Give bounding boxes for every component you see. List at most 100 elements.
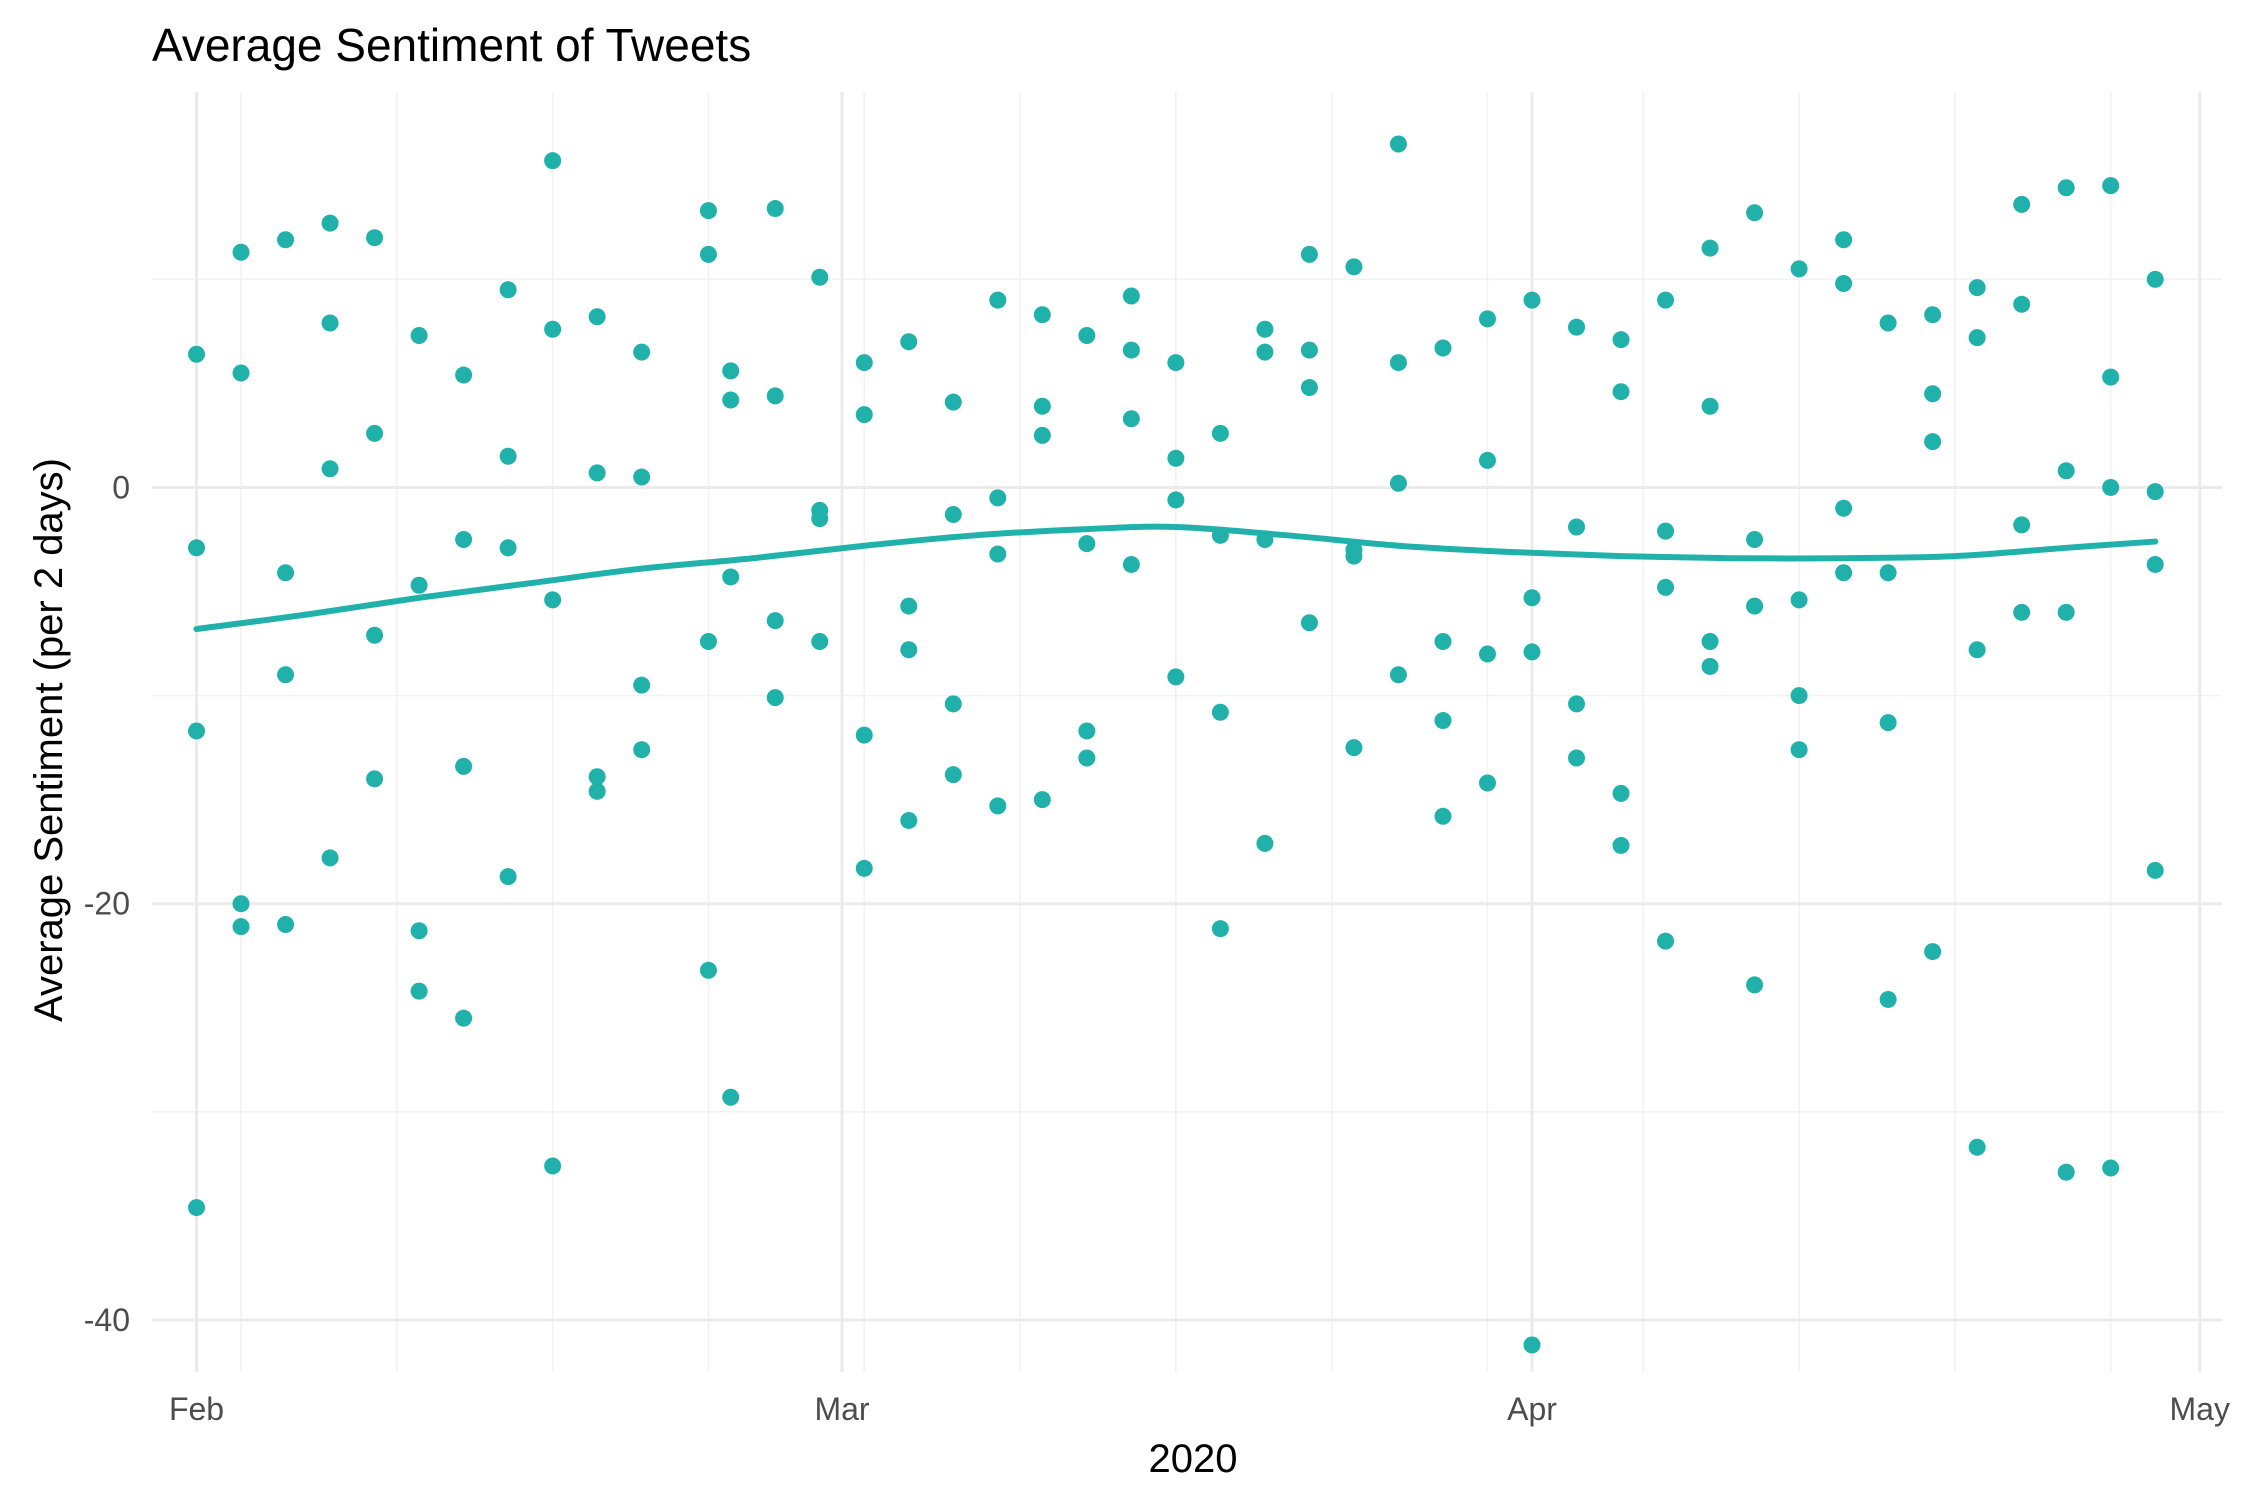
data-point bbox=[1924, 385, 1942, 403]
data-point bbox=[2013, 603, 2031, 621]
data-point bbox=[455, 530, 473, 548]
data-point bbox=[588, 308, 606, 326]
data-point bbox=[1568, 749, 1586, 767]
data-point bbox=[1968, 329, 1986, 347]
data-point bbox=[1033, 791, 1051, 809]
data-point bbox=[544, 320, 562, 338]
data-point bbox=[989, 291, 1007, 309]
data-point bbox=[699, 632, 717, 650]
data-point bbox=[588, 464, 606, 482]
data-point bbox=[588, 768, 606, 786]
data-point bbox=[366, 229, 384, 247]
data-point bbox=[1078, 327, 1096, 345]
data-point bbox=[699, 961, 717, 979]
data-point bbox=[900, 597, 918, 615]
data-point bbox=[366, 770, 384, 788]
data-point bbox=[1078, 749, 1096, 767]
data-point bbox=[1300, 614, 1318, 632]
data-point bbox=[944, 393, 962, 411]
x-tick-label: Feb bbox=[169, 1391, 224, 1427]
data-point bbox=[2102, 478, 2120, 496]
data-point bbox=[722, 391, 740, 409]
data-point bbox=[722, 568, 740, 586]
data-point bbox=[188, 539, 206, 557]
data-point bbox=[1434, 807, 1452, 825]
grid-minor bbox=[152, 92, 2222, 1372]
data-point bbox=[544, 1157, 562, 1175]
data-point bbox=[811, 632, 829, 650]
data-point bbox=[1835, 274, 1853, 292]
data-point bbox=[1256, 343, 1274, 361]
data-point bbox=[232, 918, 250, 936]
data-point bbox=[2057, 179, 2075, 197]
y-tick-label: 0 bbox=[112, 469, 130, 505]
data-point bbox=[766, 200, 784, 218]
data-point bbox=[1612, 383, 1630, 401]
data-point bbox=[2146, 270, 2164, 288]
data-point bbox=[699, 202, 717, 220]
data-point bbox=[2057, 462, 2075, 480]
data-point bbox=[1701, 397, 1719, 415]
data-point bbox=[1968, 641, 1986, 659]
grid-major bbox=[152, 92, 2222, 1372]
data-point bbox=[1746, 530, 1764, 548]
data-point bbox=[1345, 547, 1363, 565]
data-point bbox=[1345, 258, 1363, 276]
smooth-line bbox=[193, 523, 2159, 632]
data-point bbox=[2013, 195, 2031, 213]
data-point bbox=[989, 489, 1007, 507]
data-point bbox=[1122, 341, 1140, 359]
data-point bbox=[900, 811, 918, 829]
data-point bbox=[633, 741, 651, 759]
chart-title: Average Sentiment of Tweets bbox=[152, 19, 751, 71]
data-point bbox=[1434, 712, 1452, 730]
data-point bbox=[2013, 295, 2031, 313]
data-point bbox=[1389, 666, 1407, 684]
data-point bbox=[699, 245, 717, 263]
data-point bbox=[544, 591, 562, 609]
data-point bbox=[1568, 318, 1586, 336]
y-axis-title: Average Sentiment (per 2 days) bbox=[27, 458, 71, 1022]
data-point bbox=[188, 345, 206, 363]
data-point bbox=[1790, 741, 1808, 759]
data-point bbox=[1300, 341, 1318, 359]
smooth-trend-line bbox=[193, 523, 2159, 632]
data-point bbox=[1790, 260, 1808, 278]
x-axis-title: 2020 bbox=[1149, 1437, 1238, 1481]
data-point bbox=[1701, 632, 1719, 650]
data-point bbox=[1033, 426, 1051, 444]
data-point bbox=[1033, 306, 1051, 324]
data-point bbox=[1523, 643, 1541, 661]
data-point bbox=[1122, 410, 1140, 428]
data-point bbox=[855, 726, 873, 744]
data-point bbox=[1122, 287, 1140, 305]
data-point bbox=[1879, 564, 1897, 582]
data-point bbox=[1167, 354, 1185, 372]
data-point bbox=[633, 676, 651, 694]
y-axis-tick-labels: -40 -20 0 bbox=[84, 469, 130, 1338]
x-tick-label: May bbox=[2170, 1391, 2230, 1427]
data-point bbox=[2146, 555, 2164, 573]
data-point bbox=[766, 689, 784, 707]
x-tick-label: Mar bbox=[814, 1391, 869, 1427]
data-point bbox=[321, 849, 339, 867]
data-point bbox=[855, 354, 873, 372]
data-point bbox=[366, 424, 384, 442]
data-point bbox=[410, 922, 428, 940]
data-point bbox=[1078, 722, 1096, 740]
data-point bbox=[1167, 668, 1185, 686]
data-point bbox=[1835, 231, 1853, 249]
data-point bbox=[455, 1009, 473, 1027]
data-point bbox=[2102, 1159, 2120, 1177]
data-point bbox=[2013, 516, 2031, 534]
data-point bbox=[1256, 834, 1274, 852]
data-point bbox=[1790, 591, 1808, 609]
data-point bbox=[1701, 239, 1719, 257]
data-point bbox=[1612, 836, 1630, 854]
data-point bbox=[1389, 135, 1407, 153]
data-point bbox=[277, 916, 295, 934]
data-point bbox=[633, 468, 651, 486]
data-point bbox=[1746, 976, 1764, 994]
data-point bbox=[722, 362, 740, 380]
data-point bbox=[766, 612, 784, 630]
